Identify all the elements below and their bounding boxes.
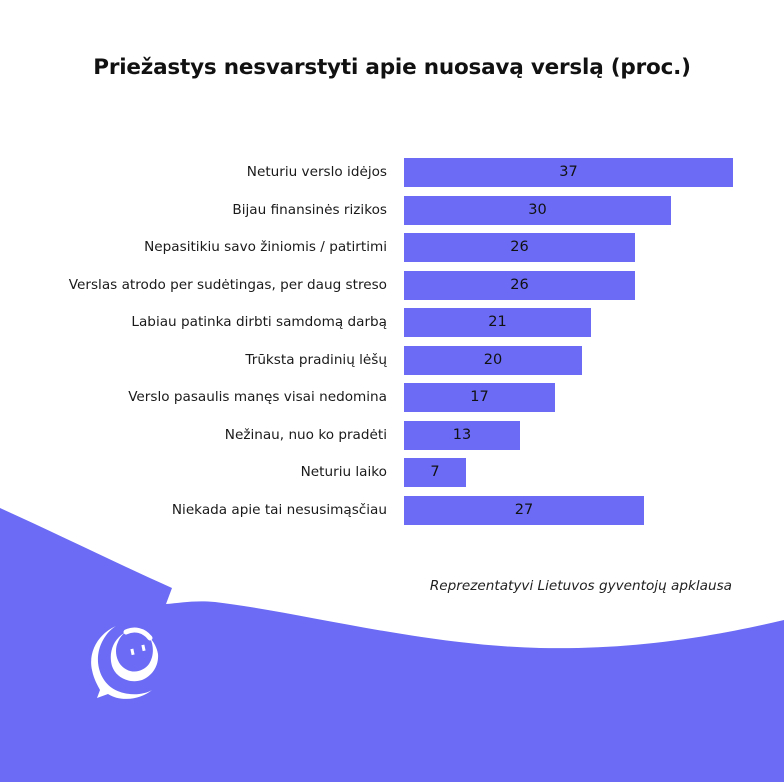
bar: 37 [404, 158, 733, 187]
value-label: 26 [510, 276, 529, 293]
bar: 30 [404, 195, 671, 225]
category-label: Bijau finansinės rizikos [232, 201, 387, 218]
source-note: Reprezentatyvi Lietuvos gyventojų apklau… [429, 578, 732, 594]
category-label: Neturiu verslo idėjos [246, 164, 387, 180]
value-label: 26 [510, 239, 529, 255]
category-label: Verslas atrodo per sudėtingas, per daug … [68, 276, 387, 293]
category-label: Trūksta pradinių lėšų [245, 351, 387, 368]
category-label: Neturiu laiko [300, 464, 387, 480]
chart-title: Priežastys nesvarstyti apie nuosavą vers… [93, 55, 691, 80]
value-label: 37 [559, 164, 578, 180]
bar-row: Bijau finansinės rizikos 30 [0, 195, 784, 225]
smiling-crescent-speech-bubble-icon [91, 626, 159, 699]
bar: 21 [404, 308, 591, 337]
bar: 27 [404, 495, 644, 525]
bar-row: Verslas atrodo per sudėtingas, per daug … [0, 270, 784, 300]
bar: 13 [404, 420, 520, 450]
category-label: Verslo pasaulis manęs visai nedomina [128, 389, 387, 405]
value-label: 20 [483, 351, 503, 368]
bar: 17 [404, 383, 555, 412]
category-label: Nežinau, nuo ko pradėti [224, 426, 387, 443]
category-label: Nepasitikiu savo žiniomis / patirtimi [144, 239, 387, 255]
bar-row: Labiau patinka dirbti samdomą darbą 21 [0, 308, 784, 337]
bar-row: Nežinau, nuo ko pradėti 13 [0, 420, 784, 450]
value-label: 13 [452, 426, 472, 443]
bar: 26 [404, 233, 635, 262]
bar-row: Neturiu laiko 7 [0, 458, 784, 487]
bar: 20 [404, 345, 582, 375]
bar: 26 [404, 270, 635, 300]
bar-row: Neturiu verslo idėjos 37 [0, 158, 784, 187]
bar: 7 [404, 458, 466, 487]
value-label: 30 [528, 201, 547, 218]
value-label: 27 [514, 501, 534, 518]
bar-row: Niekada apie tai nesusimąsčiau 27 [0, 495, 784, 525]
category-label: Niekada apie tai nesusimąsčiau [171, 501, 387, 518]
bar-row: Verslo pasaulis manęs visai nedomina 17 [0, 383, 784, 412]
value-label: 21 [488, 314, 507, 330]
bar-row: Trūksta pradinių lėšų 20 [0, 345, 784, 375]
value-label: 17 [470, 389, 489, 405]
value-label: 7 [430, 464, 440, 480]
bar-row: Nepasitikiu savo žiniomis / patirtimi 26 [0, 233, 784, 262]
category-label: Labiau patinka dirbti samdomą darbą [131, 314, 387, 330]
